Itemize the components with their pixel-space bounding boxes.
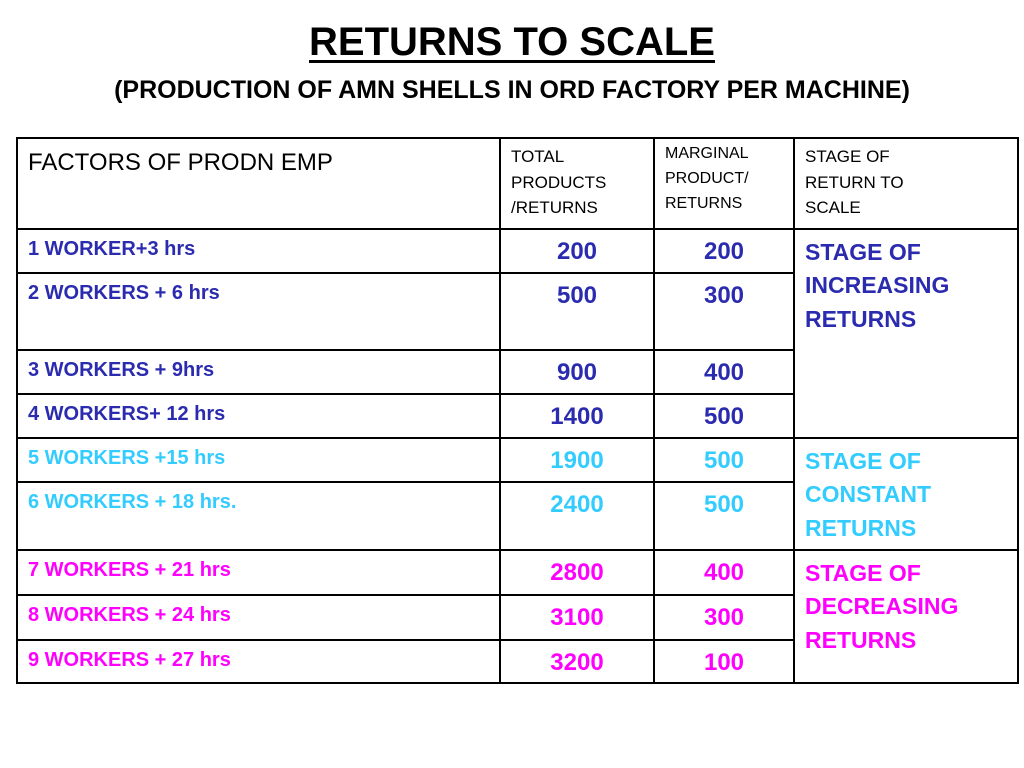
factor-cell: 6 WORKERS + 18 hrs. [16,481,501,551]
page-subtitle: (PRODUCTION OF AMN SHELLS IN ORD FACTORY… [114,76,910,104]
table-row: 9 WORKERS + 27 hrs 3200 100 [16,639,1018,684]
total-cell: 1900 [499,437,655,483]
factor-cell: 8 WORKERS + 24 hrs [16,594,501,641]
stage-constant-line3: RETURNS [805,514,917,541]
header-marginal: MARGINAL PRODUCT/ RETURNS [653,137,795,230]
header-total-line1: TOTAL [511,147,565,166]
factor-cell: 5 WORKERS +15 hrs [16,437,501,483]
table-row: 3 WORKERS + 9hrs 900 400 [16,349,1018,395]
marginal-cell: 500 [653,393,795,439]
total-cell: 2800 [499,549,655,596]
header-stage-line3: SCALE [805,198,861,217]
factor-cell: 2 WORKERS + 6 hrs [16,272,501,351]
marginal-cell: 300 [653,594,795,641]
table-row: 4 WORKERS+ 12 hrs 1400 500 [16,393,1018,439]
factor-cell: 9 WORKERS + 27 hrs [16,639,501,684]
marginal-cell: 200 [653,228,795,274]
header-stage-line2: RETURN TO [805,172,904,192]
table-row: 2 WORKERS + 6 hrs 500 300 [16,272,1018,351]
stage-decreasing-line1: STAGE OF [805,560,921,586]
header-total-line3: /RETURNS [511,198,598,217]
table-row: 7 WORKERS + 21 hrs 2800 400 STAGE OF DEC… [16,549,1019,684]
table-row: 5 WORKERS +15 hrs 1900 500 STAGE OF CONS… [16,437,1019,551]
factor-cell: 4 WORKERS+ 12 hrs [16,393,501,439]
stage-constant-line1: STAGE OF [805,448,921,474]
header-marginal-line3: RETURNS [665,194,743,212]
table-row: 8 WORKERS + 24 hrs 3100 300 [16,594,1018,641]
header-marginal-line2: PRODUCT/ [665,169,749,187]
total-cell: 2400 [499,481,655,551]
header-total: TOTAL PRODUCTS /RETURNS [499,137,655,230]
page-title: RETURNS TO SCALE [309,20,715,64]
header-factors: FACTORS OF PRODN EMP [16,137,501,230]
total-cell: 900 [499,349,655,395]
stage-increasing-line3: RETURNS [805,305,917,332]
marginal-cell: 400 [653,549,795,596]
header-marginal-line1: MARGINAL [665,145,749,162]
marginal-cell: 300 [653,272,795,351]
table-row: 1 WORKER+3 hrs 200 200 STAGE OF INCREASI… [16,228,1019,439]
marginal-cell: 500 [653,481,795,551]
marginal-cell: 100 [653,639,795,684]
marginal-cell: 400 [653,349,795,395]
stage-constant-cell: STAGE OF CONSTANT RETURNS [793,437,1019,551]
total-cell: 500 [499,272,655,351]
stage-decreasing-line2: DECREASING [805,593,959,620]
total-cell: 1400 [499,393,655,439]
factor-cell: 7 WORKERS + 21 hrs [16,549,501,596]
header-factors-label: FACTORS OF PRODN EMP [28,149,333,176]
table-row: 6 WORKERS + 18 hrs. 2400 500 [16,481,1018,551]
stage-decreasing-cell: STAGE OF DECREASING RETURNS [793,549,1019,684]
header-stage-line1: STAGE OF [805,147,890,166]
returns-table: FACTORS OF PRODN EMP TOTAL PRODUCTS /RET… [16,137,1019,684]
header-stage: STAGE OF RETURN TO SCALE [793,137,1019,230]
total-cell: 200 [499,228,655,274]
stage-increasing-line1: STAGE OF [805,239,921,265]
header-row: FACTORS OF PRODN EMP TOTAL PRODUCTS /RET… [16,137,1019,230]
total-cell: 3100 [499,594,655,641]
stage-increasing-cell: STAGE OF INCREASING RETURNS [793,228,1019,439]
factor-cell: 1 WORKER+3 hrs [16,228,501,274]
header-total-line2: PRODUCTS [511,172,607,192]
stage-decreasing-line3: RETURNS [805,626,917,653]
marginal-cell: 500 [653,437,795,483]
stage-constant-line2: CONSTANT [805,481,932,508]
stage-increasing-line2: INCREASING [805,272,950,299]
total-cell: 3200 [499,639,655,684]
factor-cell: 3 WORKERS + 9hrs [16,349,501,395]
